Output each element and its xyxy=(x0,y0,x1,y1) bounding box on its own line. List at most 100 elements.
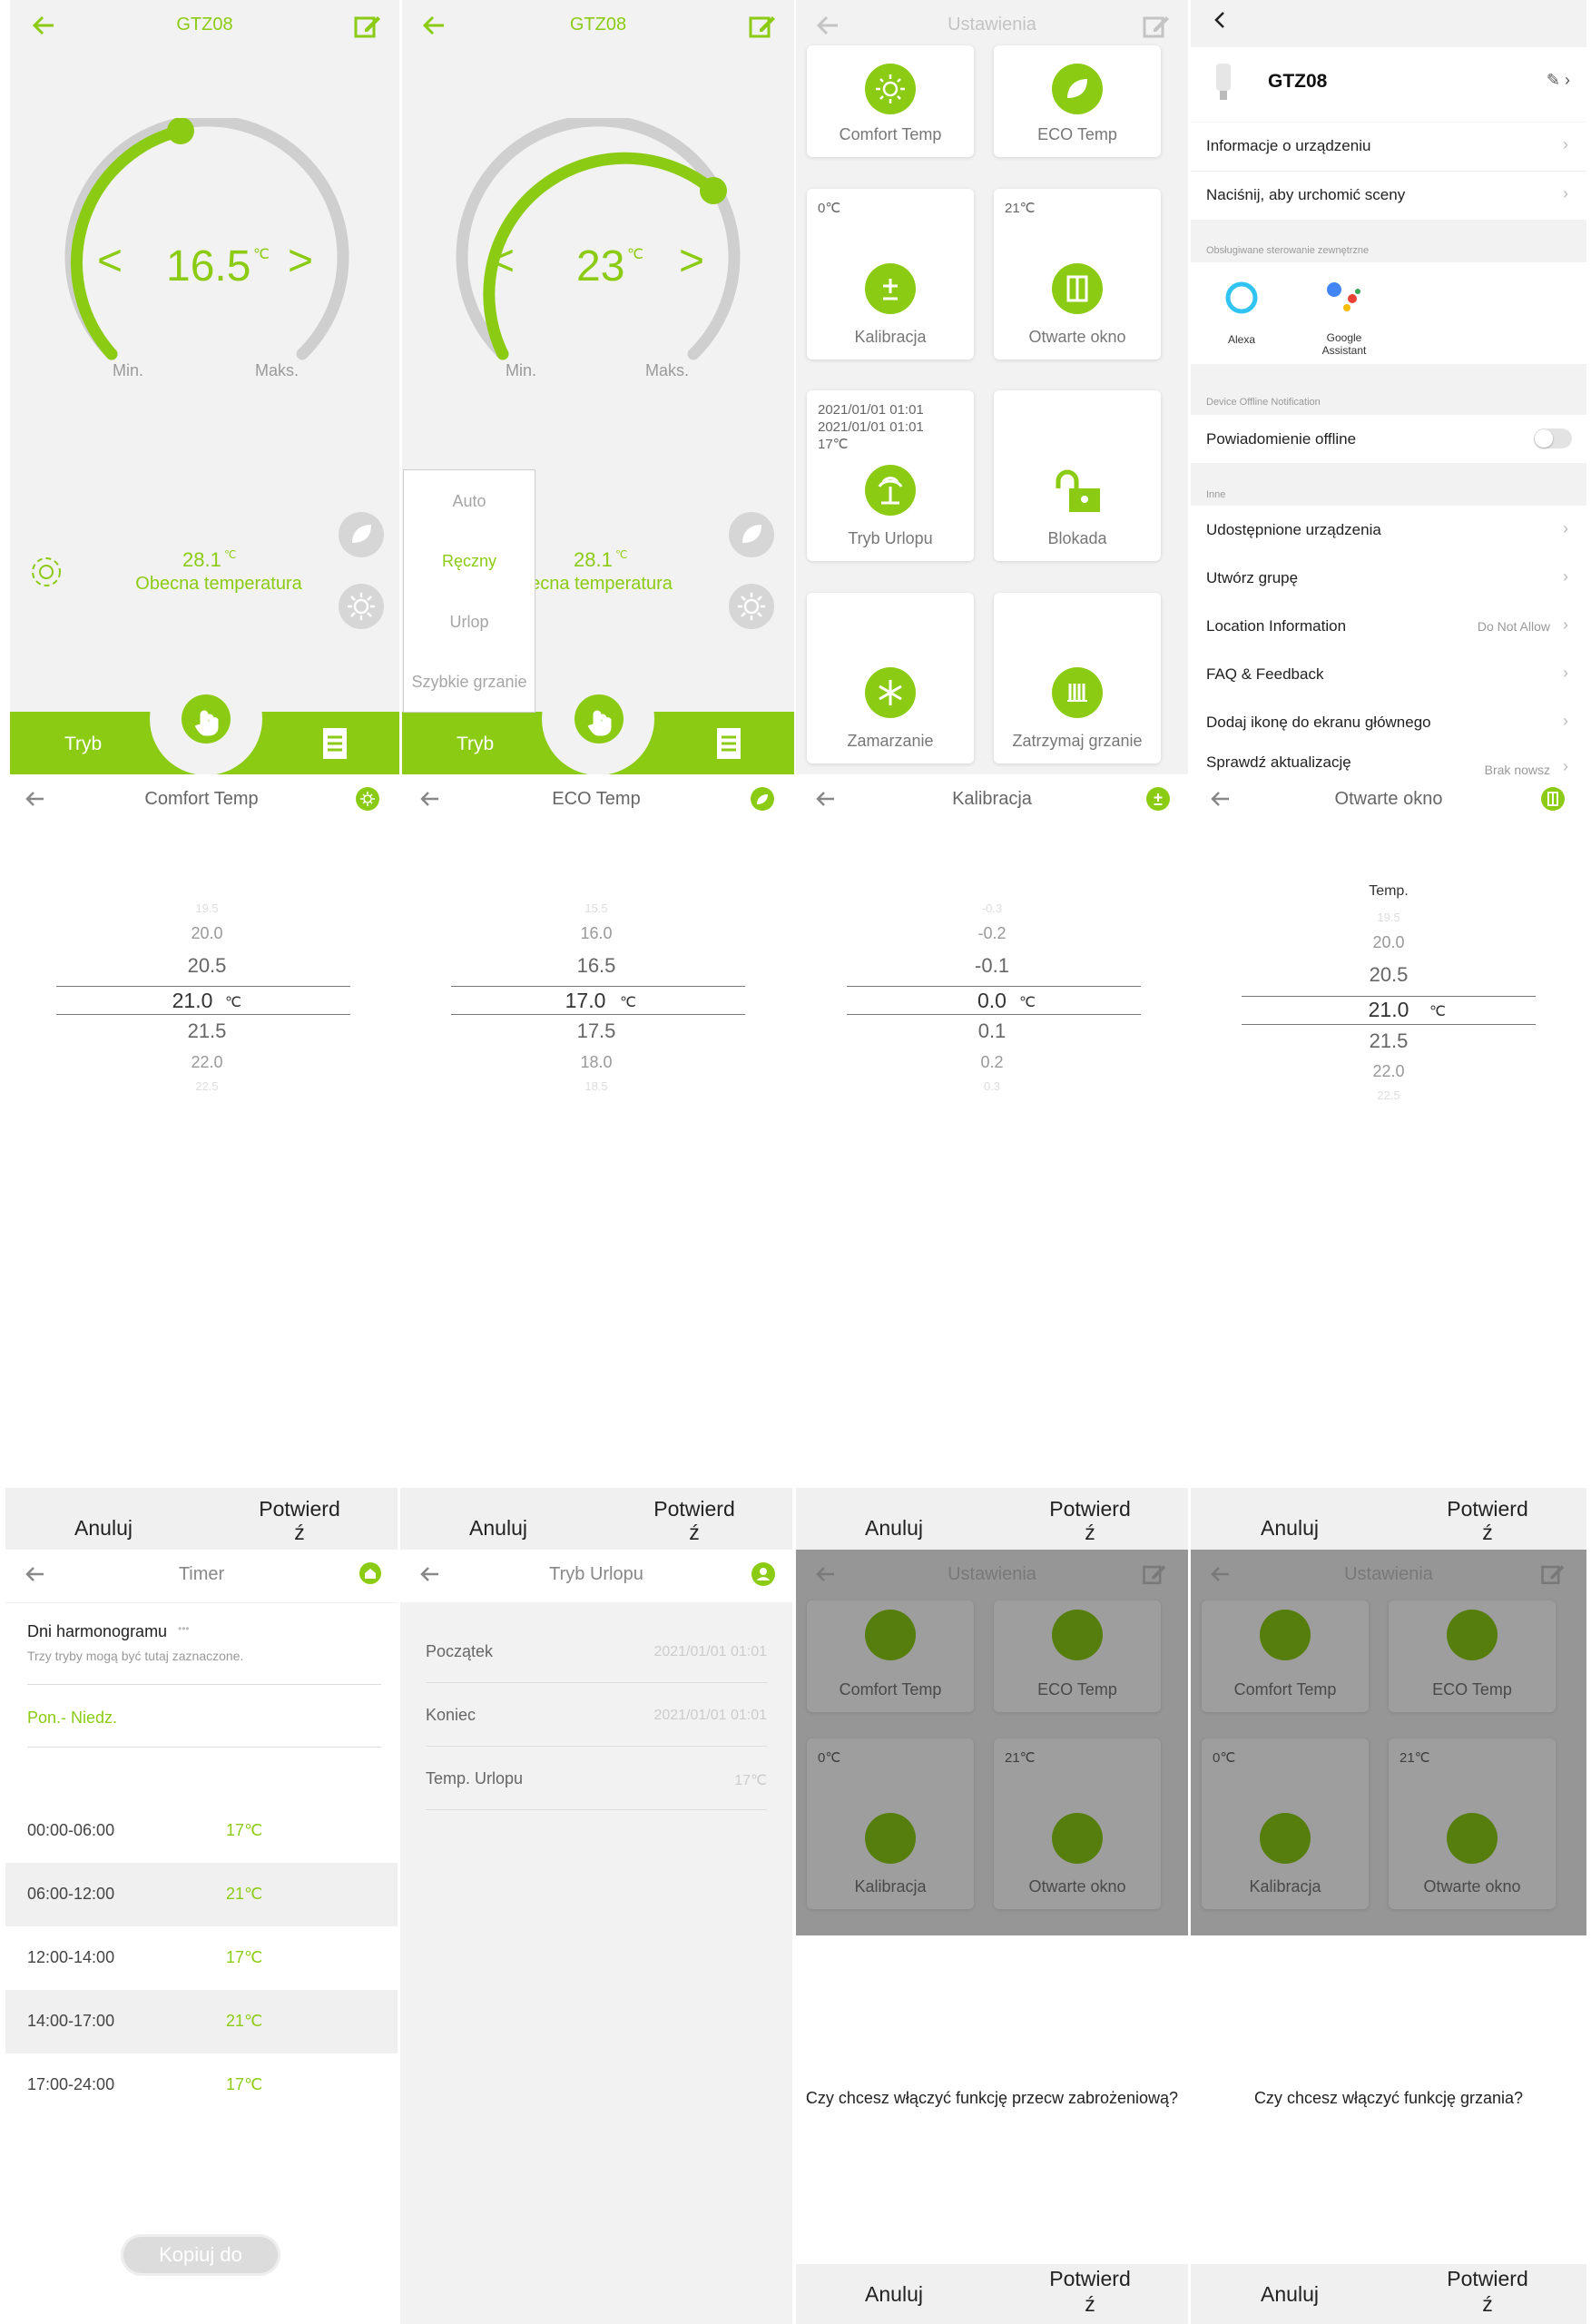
confirm-button[interactable]: Potwierd ź xyxy=(259,1497,340,1544)
back-arrow-icon[interactable] xyxy=(22,785,49,812)
confirm-button[interactable]: Potwierd ź xyxy=(1447,2267,1528,2316)
timeslot-row[interactable]: 17:00-24:00 17℃ xyxy=(5,2053,398,2117)
eco-leaf-button[interactable] xyxy=(729,512,774,557)
row-scenes[interactable]: Naciśnij, aby urchomić sceny › xyxy=(1191,172,1586,220)
card-open-window[interactable]: 21℃ Otwarte okno xyxy=(994,189,1161,359)
timeslot-row[interactable]: 00:00-06:00 17℃ xyxy=(5,1799,398,1863)
row-faq[interactable]: FAQ & Feedback › xyxy=(1191,650,1586,698)
page-title: Comfort Temp xyxy=(144,789,259,809)
row-label: Temp. Urlopu xyxy=(426,1769,524,1787)
temperature-dial[interactable] xyxy=(447,118,746,372)
card-comfort-temp: Comfort Temp xyxy=(1202,1600,1369,1712)
offline-toggle[interactable] xyxy=(1534,428,1572,448)
cancel-button[interactable]: Anuluj xyxy=(865,1516,923,1540)
edit-icon[interactable] xyxy=(352,11,383,42)
comfort-sun-button[interactable] xyxy=(729,584,774,629)
card-calibration[interactable]: 0℃ Kalibracja xyxy=(807,189,974,359)
card-label: Otwarte okno xyxy=(1028,328,1126,346)
decrease-arrow[interactable]: < xyxy=(97,237,123,285)
timeslot-row[interactable]: 14:00-17:00 21℃ xyxy=(5,1990,398,2053)
timer-panel: Timer Dni harmonogramu ••• Trzy tryby mo… xyxy=(5,1550,398,2324)
back-chevron-icon[interactable] xyxy=(1209,9,1231,31)
alexa-label: Alexa xyxy=(1227,333,1256,346)
increase-arrow[interactable]: > xyxy=(679,237,705,285)
settings-gear-icon[interactable] xyxy=(28,554,64,590)
holiday-row-start[interactable]: Początek 2021/01/01 01:01 xyxy=(426,1619,767,1683)
rename-pencil-icon[interactable]: ✎ › xyxy=(1546,71,1570,89)
manual-mode-button[interactable] xyxy=(182,694,231,743)
row-label: Sprawdź aktualizację xyxy=(1206,753,1351,771)
back-arrow-icon[interactable] xyxy=(417,1561,444,1588)
card-eco-temp[interactable]: ECO Temp xyxy=(994,45,1161,157)
more-dots-icon[interactable]: ••• xyxy=(178,1622,190,1635)
cancel-button[interactable]: Anuluj xyxy=(469,1516,527,1540)
menu-item-holiday[interactable]: Urlop xyxy=(449,613,489,631)
menu-item-auto[interactable]: Auto xyxy=(452,492,486,510)
card-value: 21℃ xyxy=(1005,201,1036,216)
tab-mode[interactable]: Tryb xyxy=(64,734,103,754)
card-comfort-temp[interactable]: Comfort Temp xyxy=(807,45,974,157)
card-label: Kalibracja xyxy=(1249,1877,1321,1896)
setpoint-unit: ℃ xyxy=(253,247,270,262)
timeslot-row[interactable]: 06:00-12:00 21℃ xyxy=(5,1863,398,1926)
alexa-icon[interactable] xyxy=(1223,279,1261,317)
increase-arrow[interactable]: > xyxy=(288,237,314,285)
menu-item-boost[interactable]: Szybkie grzanie xyxy=(411,673,527,691)
google-label: Google Assistant xyxy=(1321,331,1367,357)
dim-overlay[interactable] xyxy=(1191,1550,1586,1935)
chevron-right-icon: › xyxy=(1563,519,1568,537)
back-arrow-icon[interactable] xyxy=(812,785,840,812)
row-shared-devices[interactable]: Udostępnione urządzenia › xyxy=(1191,506,1586,554)
setpoint-value: 16.5 xyxy=(166,242,251,290)
card-lock[interactable]: Blokada xyxy=(994,390,1161,561)
cancel-button[interactable]: Anuluj xyxy=(74,1516,133,1540)
menu-item-manual[interactable]: Ręczny xyxy=(441,552,497,570)
back-arrow-icon[interactable] xyxy=(28,9,61,42)
card-holiday-mode[interactable]: 2021/01/01 01:01 2021/01/01 01:01 17℃ Tryb… xyxy=(807,390,974,561)
back-arrow-icon[interactable] xyxy=(812,9,845,42)
google-assistant-icon[interactable] xyxy=(1321,277,1367,317)
tab-mode[interactable]: Tryb xyxy=(457,734,495,754)
eco-leaf-button[interactable] xyxy=(339,512,384,557)
confirm-button[interactable]: Potwierd ź xyxy=(653,1497,735,1544)
confirm-button[interactable]: Potwierd ź xyxy=(1049,2267,1131,2316)
timeslot-row[interactable]: 12:00-14:00 17℃ xyxy=(5,1926,398,1990)
back-arrow-icon[interactable] xyxy=(418,9,451,42)
edit-icon[interactable] xyxy=(1141,11,1172,42)
back-arrow-icon[interactable] xyxy=(22,1561,49,1588)
picker-unit: ℃ xyxy=(1019,995,1036,1010)
schedule-document-icon[interactable] xyxy=(715,726,742,761)
dim-overlay[interactable] xyxy=(796,1550,1188,1935)
row-location[interactable]: Location Information Do Not Allow › xyxy=(1191,602,1586,650)
decrease-arrow[interactable]: < xyxy=(489,237,516,285)
card-freeze[interactable]: Zamarzanie xyxy=(807,593,974,763)
calibration-picker-panel: Kalibracja -0.3 -0.2 -0.1 0.0 ℃ 0.1 0.2 … xyxy=(796,774,1188,1557)
row-device-info[interactable]: Informacje o urządzeniu › xyxy=(1191,123,1586,172)
holiday-row-end[interactable]: Koniec 2021/01/01 01:01 xyxy=(426,1682,767,1747)
back-arrow-icon[interactable] xyxy=(417,785,444,812)
comfort-sun-button[interactable] xyxy=(339,584,384,629)
holiday-mode-panel: Tryb Urlopu Początek 2021/01/01 01:01 Kon… xyxy=(400,1550,792,2324)
picker-option: 20.0 xyxy=(191,924,223,942)
edit-icon[interactable] xyxy=(747,11,778,42)
external-control-box: Alexa Google Assistant xyxy=(1191,262,1586,364)
row-create-group[interactable]: Utwórz grupę › xyxy=(1191,554,1586,602)
days-range[interactable]: Pon.- Niedz. xyxy=(27,1709,118,1727)
card-stop-heating[interactable]: Zatrzymaj grzanie xyxy=(994,593,1161,763)
button-bar: Anuluj Potwierd ź xyxy=(400,1488,792,1557)
cancel-button[interactable]: Anuluj xyxy=(1261,1516,1319,1540)
manual-mode-button[interactable] xyxy=(575,694,624,743)
holiday-row-temp[interactable]: Temp. Urlopu 17℃ xyxy=(426,1746,767,1810)
schedule-document-icon[interactable] xyxy=(321,726,349,761)
confirm-button[interactable]: Potwierd ź xyxy=(1447,1497,1528,1544)
back-arrow-icon[interactable] xyxy=(1207,785,1234,812)
cancel-button[interactable]: Anuluj xyxy=(865,2282,923,2306)
cancel-button[interactable]: Anuluj xyxy=(1261,2282,1319,2306)
confirm-button[interactable]: Potwierd ź xyxy=(1049,1497,1131,1544)
plus-icon xyxy=(1146,787,1170,811)
door-icon xyxy=(1052,1813,1103,1864)
row-add-home-icon[interactable]: Dodaj ikonę do ekranu głównego › xyxy=(1191,698,1586,746)
copy-to-button[interactable]: Kopiuj do xyxy=(123,2237,278,2273)
row-check-update[interactable]: Sprawdź aktualizację Brak nowsz › xyxy=(1191,746,1586,774)
temperature-dial[interactable] xyxy=(55,118,355,372)
